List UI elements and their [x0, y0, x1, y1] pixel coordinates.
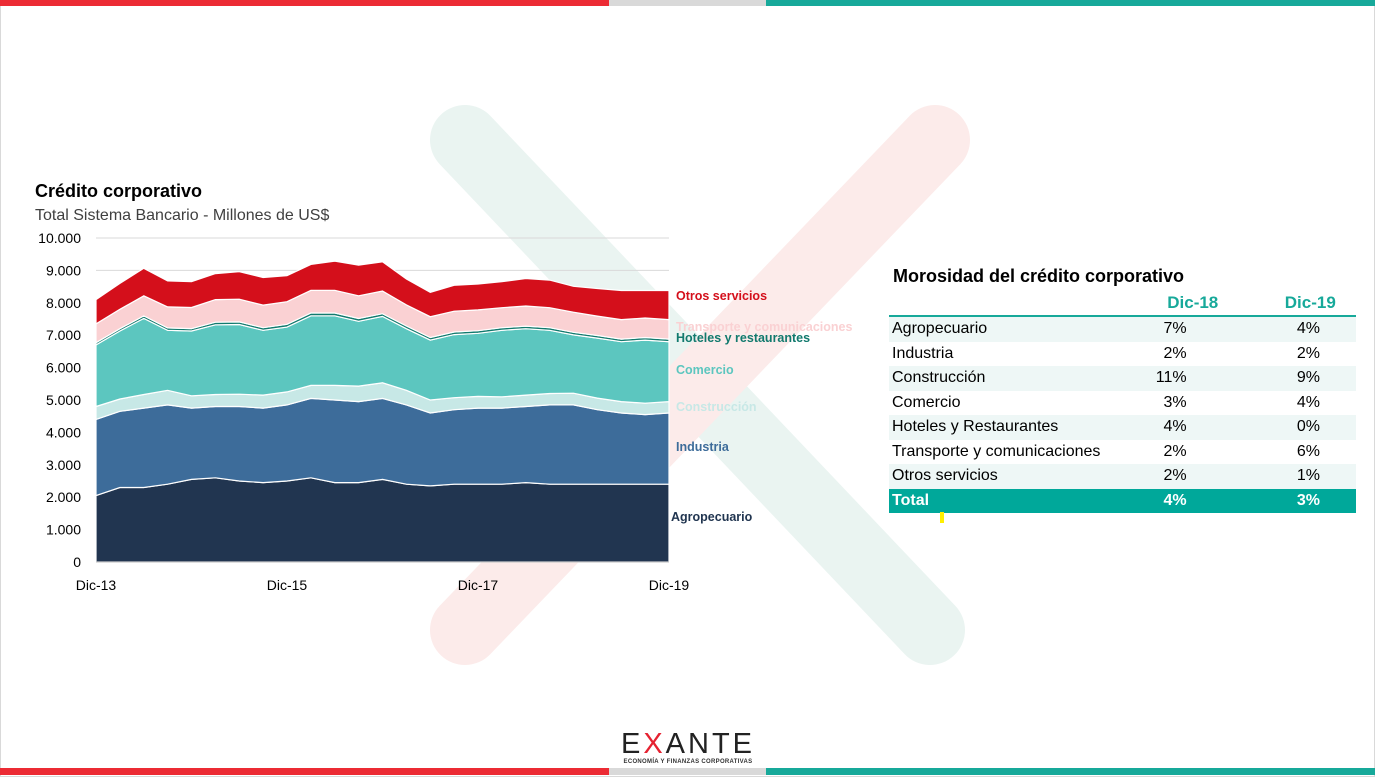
row-dic18: 11%	[1100, 366, 1245, 391]
series-end-label: Agropecuario	[671, 510, 753, 524]
row-label: Construcción	[889, 366, 1101, 391]
table-row: Comercio 3% 4%	[889, 391, 1356, 416]
y-tick-label: 0	[73, 554, 81, 570]
table-total-row: Total 4% 3%	[889, 488, 1356, 513]
row-label: Industria	[892, 344, 954, 362]
logo-letter-e: E	[620, 728, 644, 760]
x-tick-label: Dic-19	[649, 577, 690, 593]
text-cursor-marker	[940, 512, 944, 523]
row-dic19: 0%	[1244, 415, 1356, 440]
exante-logo: EXANTE ECONOMÍA Y FINANZAS CORPORATIVAS	[617, 729, 759, 765]
header-dic18: Dic-18	[1100, 291, 1245, 317]
row-dic18: 2%	[1100, 464, 1245, 489]
y-tick-label: 8.000	[46, 295, 81, 311]
row-dic19: 4%	[1296, 393, 1320, 411]
series-end-label: Hoteles y restaurantes	[676, 331, 810, 345]
y-tick-label: 7.000	[46, 327, 81, 343]
total-label: Total	[889, 488, 1101, 513]
table-row: Transporte y comunicaciones 2% 6%	[889, 440, 1356, 465]
row-dic19: 2%	[1296, 344, 1320, 362]
table-row: Otros servicios 2% 1%	[889, 464, 1356, 489]
x-tick-label: Dic-17	[458, 577, 499, 593]
row-label: Comercio	[892, 393, 961, 411]
series-end-label: Transporte y comunicaciones	[676, 320, 852, 334]
logo-letter-x: X	[643, 728, 666, 760]
series-end-label: Otros servicios	[676, 289, 767, 303]
series-end-label: Construcción	[676, 400, 757, 414]
series-end-label: Industria	[676, 440, 730, 454]
row-dic18: 4%	[1100, 415, 1245, 440]
series-end-label: Comercio	[676, 363, 734, 377]
table-title: Morosidad del crédito corporativo	[893, 266, 1185, 286]
header-dic19: Dic-19	[1244, 291, 1356, 317]
logo-wordmark: EXANTE	[617, 729, 759, 759]
top-bar-gray	[609, 0, 766, 6]
total-dic18: 4%	[1100, 488, 1245, 513]
chart-subtitle: Total Sistema Bancario - Millones de US$	[35, 207, 330, 224]
bottom-bar-gray	[609, 768, 766, 775]
row-dic19: 9%	[1244, 366, 1356, 391]
table-header-row: Dic-18 Dic-19	[889, 291, 1356, 317]
row-label: Agropecuario	[889, 316, 1101, 342]
header-label	[889, 291, 1101, 317]
row-dic19: 6%	[1296, 442, 1320, 460]
bottom-accent-bar	[0, 768, 1375, 775]
chart-title: Crédito corporativo	[35, 181, 203, 201]
logo-letters-ante: ANTE	[665, 728, 756, 760]
y-tick-label: 9.000	[46, 262, 81, 278]
table-row: Construcción 11% 9%	[889, 366, 1356, 391]
row-dic18: 2%	[1163, 344, 1187, 362]
table-row: Hoteles y Restaurantes 4% 0%	[889, 415, 1356, 440]
table-row: Industria 2% 2%	[889, 342, 1356, 367]
area-series-agropecuario	[95, 477, 670, 563]
x-tick-label: Dic-13	[76, 577, 117, 593]
y-tick-label: 10.000	[38, 230, 81, 246]
bottom-bar-red	[0, 768, 609, 775]
y-tick-label: 6.000	[46, 360, 81, 376]
y-tick-label: 3.000	[46, 457, 81, 473]
row-dic18: 7%	[1100, 316, 1245, 342]
y-tick-label: 5.000	[46, 392, 81, 408]
top-bar-red	[0, 0, 609, 6]
table-row: Agropecuario 7% 4%	[889, 316, 1356, 342]
bottom-bar-teal	[766, 768, 1375, 775]
row-label: Otros servicios	[889, 464, 1101, 489]
row-dic19: 4%	[1244, 316, 1356, 342]
area-series-otros	[95, 260, 670, 325]
row-dic18: 3%	[1163, 393, 1187, 411]
row-dic18: 2%	[1163, 442, 1187, 460]
x-tick-label: Dic-15	[267, 577, 308, 593]
y-tick-label: 2.000	[46, 489, 81, 505]
total-dic19: 3%	[1244, 488, 1356, 513]
delinquency-table: Dic-18 Dic-19 Agropecuario 7% 4% Industr…	[889, 291, 1356, 513]
y-tick-label: 1.000	[46, 522, 81, 538]
row-dic19: 1%	[1244, 464, 1356, 489]
top-accent-bar	[0, 0, 1375, 6]
row-label: Transporte y comunicaciones	[892, 442, 1101, 460]
row-label: Hoteles y Restaurantes	[889, 415, 1101, 440]
y-tick-label: 4.000	[46, 424, 81, 440]
top-bar-teal	[766, 0, 1375, 6]
logo-tagline: ECONOMÍA Y FINANZAS CORPORATIVAS	[623, 759, 753, 765]
